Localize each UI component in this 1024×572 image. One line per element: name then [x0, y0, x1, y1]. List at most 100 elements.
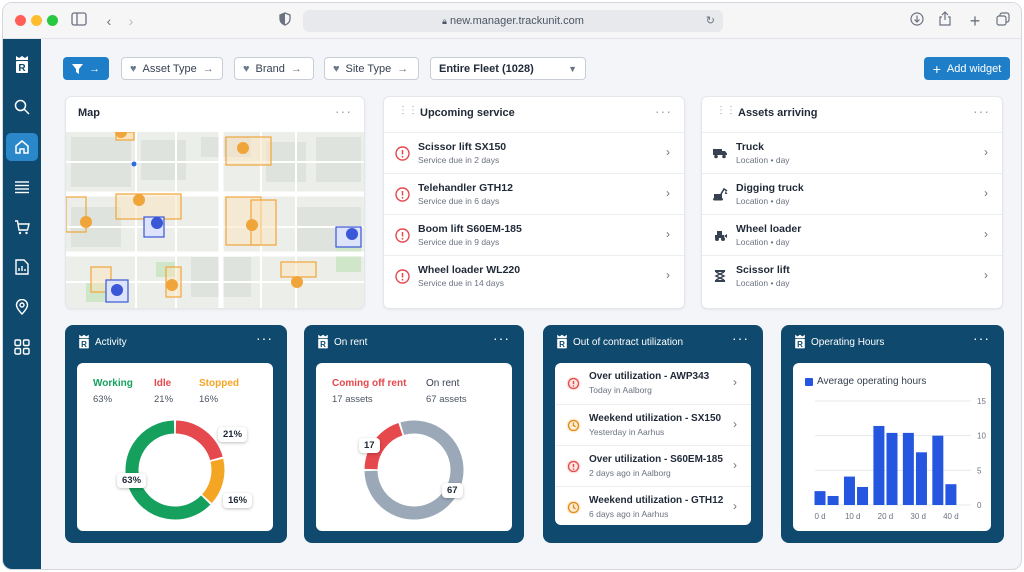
sidebar-toggle-icon[interactable] — [69, 11, 89, 31]
bar[interactable] — [857, 486, 869, 505]
utilization-row[interactable]: Over utilization - S60EM-185 2 days ago i… — [555, 445, 751, 486]
plus-icon: + — [932, 60, 941, 77]
utilization-row[interactable]: Over utilization - AWP343 Today in Aalbor… — [555, 363, 751, 404]
more-options-icon[interactable]: ··· — [732, 330, 749, 346]
share-icon[interactable] — [935, 11, 955, 31]
sidebar-list-icon[interactable] — [6, 173, 38, 201]
chevron-right-icon: › — [733, 417, 737, 431]
map-canvas[interactable] — [66, 132, 364, 308]
close-window-button[interactable] — [15, 15, 26, 26]
trackunit-logo-icon[interactable]: R — [6, 51, 38, 79]
sidebar-location-icon[interactable] — [6, 293, 38, 321]
new-tab-icon[interactable]: + — [969, 11, 981, 31]
x-tick-label: 40 d — [943, 512, 959, 521]
service-asset-name: Wheel loader WL220 — [418, 264, 521, 276]
chevron-right-icon: › — [984, 186, 988, 200]
fleet-select-value: Entire Fleet (1028) — [439, 62, 534, 75]
downloads-icon[interactable] — [907, 11, 927, 31]
donut-slice[interactable] — [175, 420, 223, 461]
on-rent-widget: R On rent ··· Coming off rent 17 assets On… — [304, 325, 524, 543]
arrow-right-icon: → — [202, 62, 214, 75]
utilization-row[interactable]: Weekend utilization - SX150 Yesterday in … — [555, 404, 751, 445]
utilization-event-title: Weekend utilization - SX150 — [589, 413, 722, 424]
chevron-right-icon: › — [984, 227, 988, 241]
bar[interactable] — [915, 452, 927, 505]
donut-data-label: 67 — [442, 483, 463, 498]
more-options-icon[interactable]: ··· — [973, 103, 990, 119]
sidebar-apps-icon[interactable] — [6, 333, 38, 361]
filter-button[interactable]: → — [63, 57, 109, 80]
more-options-icon[interactable]: ··· — [256, 330, 273, 346]
tabs-overview-icon[interactable] — [993, 11, 1013, 31]
sidebar-reports-icon[interactable] — [6, 253, 38, 281]
clock-icon — [565, 417, 581, 433]
more-options-icon[interactable]: ··· — [335, 103, 352, 119]
operating-hours-title: Operating Hours — [811, 337, 885, 348]
add-widget-button[interactable]: + Add widget — [924, 57, 1010, 80]
drag-handle-icon[interactable]: ⋮⋮ — [398, 105, 418, 116]
bar[interactable] — [827, 495, 839, 505]
upcoming-service-title: Upcoming service — [420, 107, 515, 119]
arriving-asset-row[interactable]: Wheel loader Location • day › — [702, 214, 1002, 255]
service-row[interactable]: Telehandler GTH12 Service due in 6 days › — [384, 173, 684, 214]
add-widget-label: Add widget — [946, 62, 1002, 75]
more-options-icon[interactable]: ··· — [493, 330, 510, 346]
more-options-icon[interactable]: ··· — [973, 330, 990, 346]
filter-icon — [72, 63, 83, 74]
reload-icon[interactable]: ↻ — [705, 15, 715, 27]
bar[interactable] — [814, 491, 826, 505]
back-icon[interactable]: ‹ — [106, 13, 112, 29]
bar[interactable] — [945, 484, 957, 505]
bar[interactable] — [886, 432, 898, 505]
bar[interactable] — [932, 435, 944, 505]
forward-icon[interactable]: › — [128, 13, 134, 29]
on-rent-title: On rent — [334, 337, 368, 348]
arriving-asset-location: Location • day — [736, 155, 790, 165]
legend-label: On rent — [426, 378, 460, 389]
legend-swatch — [805, 377, 813, 386]
asset-type-filter[interactable]: ♥ Asset Type → — [121, 57, 223, 80]
zoom-window-button[interactable] — [47, 15, 58, 26]
site-type-filter[interactable]: ♥ Site Type → — [324, 57, 419, 80]
donut-data-label: 21% — [218, 427, 248, 442]
bar[interactable] — [873, 425, 885, 505]
map-title: Map — [78, 107, 100, 119]
chevron-right-icon: › — [666, 186, 670, 200]
utilization-row[interactable]: Weekend utilization - GTH12 6 days ago in… — [555, 486, 751, 525]
arriving-asset-row[interactable]: Truck Location • day › — [702, 132, 1002, 173]
chevron-right-icon: › — [666, 145, 670, 159]
service-row[interactable]: Boom lift S60EM-185 Service due in 9 days… — [384, 214, 684, 255]
service-row[interactable]: Wheel loader WL220 Service due in 14 days… — [384, 255, 684, 296]
bar[interactable] — [843, 476, 855, 505]
more-options-icon[interactable]: ··· — [655, 103, 672, 119]
sidebar-home-icon[interactable] — [6, 133, 38, 161]
legend-label: Average operating hours — [817, 376, 927, 387]
address-bar[interactable]: 🔒︎ new.manager.trackunit.com ↻ — [303, 10, 723, 32]
arriving-asset-row[interactable]: Digging truck Location • day › — [702, 173, 1002, 214]
brand-filter[interactable]: ♥ Brand → — [234, 57, 314, 80]
minimize-window-button[interactable] — [31, 15, 42, 26]
sidebar-search-icon[interactable] — [6, 93, 38, 121]
activity-panel: Working 63% Idle 21% Stopped 16% 63% 21% 16% — [77, 363, 273, 531]
alert-icon — [394, 186, 410, 202]
sidebar-cart-icon[interactable] — [6, 213, 38, 241]
x-tick-label: 20 d — [878, 512, 894, 521]
x-tick-label: 0 d — [814, 512, 825, 521]
donut-slice[interactable] — [201, 458, 225, 504]
bar[interactable] — [902, 432, 914, 505]
utilization-event-sub: Yesterday in Aarhus — [589, 427, 665, 437]
alert-icon — [394, 268, 410, 284]
service-due-text: Service due in 6 days — [418, 196, 500, 206]
service-asset-name: Boom lift S60EM-185 — [418, 223, 522, 235]
service-asset-name: Scissor lift SX150 — [418, 141, 507, 153]
privacy-shield-icon[interactable] — [275, 11, 295, 31]
service-due-text: Service due in 2 days — [418, 155, 500, 165]
donut-slice[interactable] — [125, 420, 211, 520]
arriving-asset-location: Location • day — [736, 278, 790, 288]
alert-icon — [394, 145, 410, 161]
fleet-select[interactable]: Entire Fleet (1028) ▼ — [430, 57, 586, 80]
service-row[interactable]: Scissor lift SX150 Service due in 2 days › — [384, 132, 684, 173]
drag-handle-icon[interactable]: ⋮⋮ — [716, 105, 736, 116]
on-rent-panel: Coming off rent 17 assets On rent 67 assets… — [316, 363, 512, 531]
arriving-asset-row[interactable]: Scissor lift Location • day › — [702, 255, 1002, 296]
